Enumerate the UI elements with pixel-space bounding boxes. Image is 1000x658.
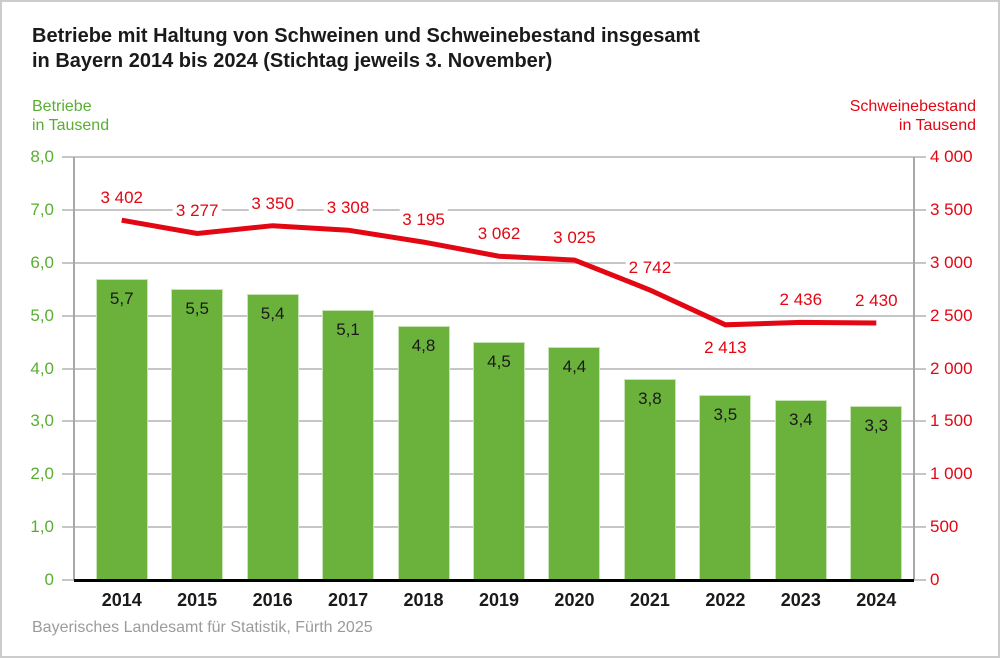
line-point-label: 3 195: [399, 209, 448, 231]
line-point-label: 2 436: [776, 289, 826, 311]
bar-2015: [171, 289, 224, 580]
left-axis-legend-line1: Betriebe: [32, 98, 92, 115]
left-axis-tick-label: 6,0: [30, 252, 54, 272]
line-point-label: 2 430: [851, 290, 901, 312]
x-axis-label-2019: 2019: [478, 590, 520, 610]
left-axis-tick: [62, 367, 74, 370]
right-axis-tick-label: 1 000: [930, 464, 973, 484]
right-axis-tick: [914, 314, 926, 317]
line-point-label: 3 025: [550, 227, 599, 249]
right-axis-tick-label: 500: [930, 517, 959, 537]
x-axis-label-2024: 2024: [856, 590, 897, 610]
right-axis-legend: Schweinebestand in Tausend: [850, 97, 976, 135]
line-point-label: 3 402: [97, 187, 146, 209]
line-point-label: 3 350: [248, 192, 297, 214]
left-axis-tick: [62, 526, 74, 529]
right-axis-legend-line2: in Tausend: [898, 117, 976, 134]
left-axis-tick-label: 8,0: [30, 147, 54, 166]
x-axis-label-2017: 2017: [328, 590, 369, 610]
right-axis-tick: [914, 208, 926, 211]
bar-2022: [699, 394, 752, 580]
left-axis-tick-label: 7,0: [30, 199, 54, 219]
right-axis-tick-label: 2 500: [930, 305, 973, 325]
left-axis-tick: [62, 156, 74, 158]
x-axis-line: [74, 579, 914, 582]
left-axis-line: [73, 157, 75, 580]
bar-2021: [623, 379, 676, 580]
bar-2023: [774, 400, 827, 580]
right-axis-tick: [914, 261, 926, 264]
x-axis-label-2021: 2021: [629, 590, 670, 610]
right-axis-tick: [914, 579, 926, 581]
right-axis-tick-label: 3 000: [930, 252, 973, 272]
bar-2018: [397, 326, 450, 580]
bar-value-label: 5,1: [336, 320, 360, 340]
x-axis-label-2022: 2022: [705, 590, 746, 610]
bar-value-label: 3,8: [638, 389, 662, 409]
x-axis-label-2020: 2020: [554, 590, 595, 610]
right-axis-line: [913, 157, 915, 580]
x-axis-label-2015: 2015: [177, 590, 218, 610]
right-axis-tick: [914, 156, 926, 158]
gridline: [74, 261, 914, 264]
right-axis-tick-label: 2 000: [930, 358, 973, 378]
left-axis-tick: [62, 208, 74, 211]
right-axis-tick-label: 1 500: [930, 411, 973, 431]
left-axis-tick: [62, 579, 74, 581]
chart-title-line1: Betriebe mit Haltung von Schweinen und S…: [32, 25, 700, 47]
right-axis-tick: [914, 473, 926, 476]
left-axis-tick-label: 1,0: [30, 517, 54, 537]
bar-value-label: 5,7: [109, 288, 134, 308]
left-axis-tick-label: 0: [44, 570, 54, 589]
bar-2017: [322, 310, 375, 580]
bar-value-label: 5,4: [260, 304, 285, 324]
line-point-label: 2 413: [701, 336, 750, 358]
right-axis-tick-label: 4 000: [930, 147, 973, 166]
bar-2019: [473, 342, 525, 580]
x-axis-label-2016: 2016: [252, 590, 293, 610]
right-axis-tick-label: 0: [930, 570, 940, 589]
bar-value-label: 5,5: [185, 299, 209, 319]
right-axis-tick: [914, 367, 926, 370]
bar-2014: [95, 278, 148, 580]
source-note: Bayerisches Landesamt für Statistik, Für…: [32, 619, 373, 636]
line-point-label: 3 277: [172, 200, 222, 222]
left-axis-tick-label: 5,0: [30, 305, 54, 325]
right-axis-tick: [914, 526, 926, 529]
gridline: [74, 208, 914, 211]
bar-2020: [548, 347, 601, 580]
x-axis-label-2023: 2023: [780, 590, 821, 610]
bar-value-label: 4,4: [562, 357, 587, 377]
left-axis-tick: [62, 473, 74, 476]
line-point-label: 3 062: [474, 223, 524, 245]
bar-value-label: 3,5: [713, 404, 738, 424]
right-axis-legend-line1: Schweinebestand: [849, 98, 976, 115]
bar-value-label: 3,3: [864, 415, 889, 435]
line-point-label: 3 308: [323, 197, 373, 219]
left-axis-tick: [62, 314, 74, 317]
x-axis-label-2014: 2014: [101, 590, 142, 610]
chart-title-line2: in Bayern 2014 bis 2024 (Stichtag jeweil…: [32, 50, 553, 72]
right-axis-tick-label: 3 500: [930, 199, 973, 219]
bar-value-label: 4,5: [487, 352, 511, 372]
bar-value-label: 3,4: [788, 410, 813, 430]
gridline: [74, 156, 914, 158]
left-axis-tick-label: 2,0: [30, 464, 54, 484]
left-axis-tick: [62, 261, 74, 264]
left-axis-legend: Betriebe in Tausend: [32, 97, 109, 135]
right-axis-tick: [914, 420, 926, 423]
bar-value-label: 4,8: [411, 336, 436, 356]
left-axis-legend-line2: in Tausend: [32, 117, 110, 134]
x-axis-label-2018: 2018: [403, 590, 444, 610]
left-axis-tick: [62, 420, 74, 423]
left-axis-tick-label: 4,0: [30, 358, 54, 378]
bar-2016: [246, 294, 299, 580]
bar-2024: [850, 405, 903, 580]
left-axis-tick-label: 3,0: [30, 411, 54, 431]
chart-title: Betriebe mit Haltung von Schweinen und S…: [32, 24, 700, 74]
line-point-label: 2 742: [625, 257, 675, 279]
